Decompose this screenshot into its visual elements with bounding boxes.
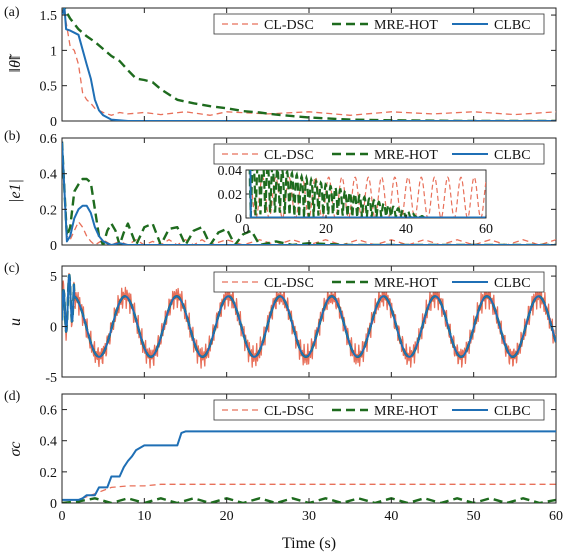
x-tick-label: 50 xyxy=(467,509,481,524)
legend: CL-DSC MRE-HOT CLBC xyxy=(213,271,545,293)
y-tick-label: 0.6 xyxy=(40,132,58,147)
legend-label: MRE-HOT xyxy=(374,404,438,419)
series-line-clbc xyxy=(62,274,556,358)
legend-label: CLBC xyxy=(494,404,531,419)
plot-area xyxy=(62,272,556,369)
panel-c: -5 0 5 (c) u CL-DSC MRE-HOT CLBC xyxy=(4,261,557,386)
series-line-mre-hot xyxy=(62,8,556,121)
panel-b: 0 0.2 0.4 0.6 (b) |e1| CL-DSC MRE-HOT CLBC 0 20 40 6… xyxy=(4,129,557,254)
legend-label: MRE-HOT xyxy=(374,148,438,163)
y-tick-label: 0.2 xyxy=(40,466,58,481)
legend-label: MRE-HOT xyxy=(374,18,438,33)
series-line-cl-dsc xyxy=(62,141,556,245)
x-tick-label: 40 xyxy=(384,509,398,524)
legend-label: CL-DSC xyxy=(264,276,314,291)
inset-x-tick-label: 0 xyxy=(243,222,250,237)
inset-x-tick-label: 60 xyxy=(479,222,493,237)
legend-label: CL-DSC xyxy=(264,148,314,163)
y-tick-label: 0.4 xyxy=(40,168,58,183)
y-tick-label: 5 xyxy=(50,270,57,285)
legend-label: CLBC xyxy=(494,18,531,33)
inset-y-tick-label: 0.04 xyxy=(218,164,243,179)
inset-y-tick-label: 0 xyxy=(235,212,242,227)
inset-series-clbc xyxy=(249,170,486,218)
x-tick-label: 10 xyxy=(137,509,151,524)
y-tick-label: 0 xyxy=(50,497,57,512)
y-axis-label: |e1| xyxy=(7,179,24,203)
legend-label: CLBC xyxy=(494,276,531,291)
x-tick-label: 30 xyxy=(302,509,316,524)
panel-a: 0 0.5 1 1.5 (a) ‖θ̃‖ CL-DSC MRE-HOT CLBC xyxy=(4,5,557,130)
x-axis-label: Time (s) xyxy=(282,535,336,552)
series-line-cl-dsc xyxy=(62,8,556,116)
inset-plot xyxy=(248,170,486,218)
y-tick-label: 1 xyxy=(50,44,57,59)
legend: CL-DSC MRE-HOT CLBC xyxy=(213,13,545,35)
y-tick-label: -5 xyxy=(45,371,57,386)
y-tick-label: 0.5 xyxy=(40,80,58,95)
series-line-cl-dsc xyxy=(62,272,556,369)
inset-y-tick-label: 0.02 xyxy=(218,188,243,203)
plot-area xyxy=(62,430,556,503)
y-tick-label: 0 xyxy=(50,115,57,130)
legend-box xyxy=(213,399,545,421)
y-axis-label: u xyxy=(7,318,24,326)
legend-label: MRE-HOT xyxy=(374,276,438,291)
legend-box xyxy=(213,271,545,293)
y-axis-label: ‖θ̃‖ xyxy=(7,53,24,72)
series-line-clbc xyxy=(62,430,556,501)
y-tick-label: 0.6 xyxy=(40,404,58,419)
inset-series-cl-dsc xyxy=(249,170,486,218)
y-tick-label: 0.2 xyxy=(40,203,58,218)
panel-label: (b) xyxy=(4,129,21,144)
inset-axes: 0 20 40 60 0 0.02 0.04 xyxy=(218,164,494,237)
legend-box xyxy=(213,143,545,165)
y-tick-label: 0 xyxy=(50,321,57,336)
y-tick-label: 0.4 xyxy=(40,435,58,450)
x-tick-label: 0 xyxy=(59,509,66,524)
x-tick-label: 20 xyxy=(220,509,234,524)
plot-area xyxy=(62,8,556,121)
y-axis-label: σc xyxy=(7,442,24,457)
panel-label: (d) xyxy=(4,389,21,404)
series-line-clbc xyxy=(62,141,556,245)
panel-d: 0 10 20 30 40 50 60 0 0.2 0.4 0.6 (d) σc Time (s) CL-D… xyxy=(4,389,563,552)
y-tick-label: 1.5 xyxy=(40,9,58,24)
legend-label: CL-DSC xyxy=(264,404,314,419)
inset-series-mre-hot xyxy=(248,170,486,218)
x-tick-label: 60 xyxy=(549,509,563,524)
panel-label: (a) xyxy=(4,5,20,20)
legend-box xyxy=(213,13,545,35)
y-tick-label: 0 xyxy=(50,239,57,254)
legend: CL-DSC MRE-HOT CLBC xyxy=(213,399,545,421)
inset-x-tick-label: 40 xyxy=(399,222,413,237)
legend: CL-DSC MRE-HOT CLBC xyxy=(213,143,545,165)
inset-x-tick-label: 20 xyxy=(319,222,333,237)
series-line-cl-dsc xyxy=(62,483,556,501)
plot-area xyxy=(62,141,556,245)
series-line-mre-hot xyxy=(62,141,556,245)
legend-label: CLBC xyxy=(494,148,531,163)
legend-label: CL-DSC xyxy=(264,18,314,33)
series-line-clbc xyxy=(62,8,556,121)
panel-label: (c) xyxy=(4,261,20,276)
